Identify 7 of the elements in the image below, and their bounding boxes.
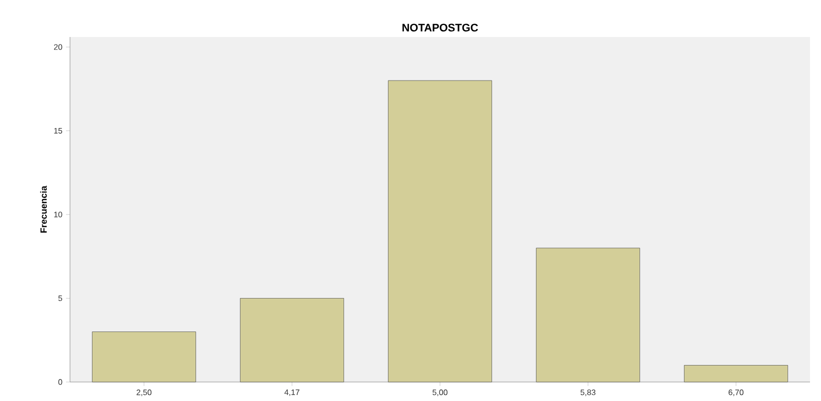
y-axis-title: Frecuencia xyxy=(40,186,47,233)
bar xyxy=(92,332,196,382)
bar xyxy=(684,365,788,382)
bar xyxy=(240,298,344,382)
bar xyxy=(388,80,492,382)
bar xyxy=(536,248,640,382)
chart-title: NOTAPOSTGC xyxy=(402,24,478,32)
